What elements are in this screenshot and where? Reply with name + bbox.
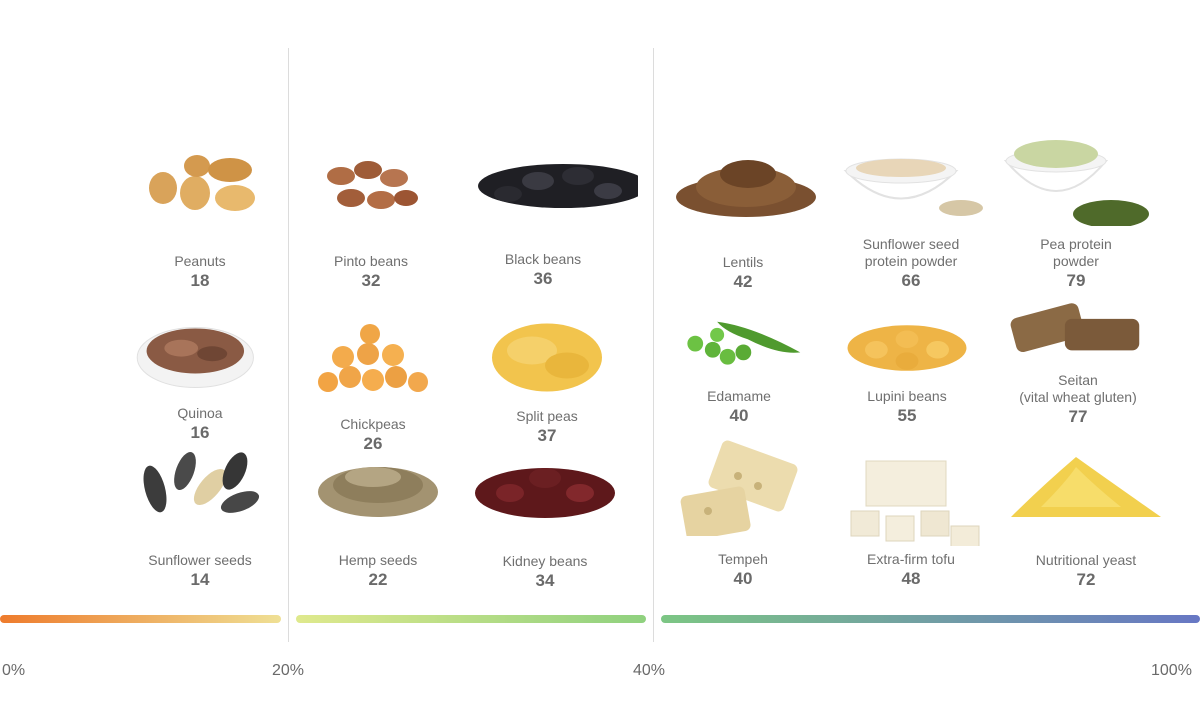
kidney-beans-icon	[475, 468, 615, 518]
food-name: Pea protein	[1040, 236, 1112, 252]
food-tempeh: Tempeh 40	[668, 440, 818, 589]
seitan-icon	[1010, 303, 1140, 353]
food-value: 66	[901, 271, 921, 290]
split-peas-icon	[492, 323, 602, 392]
food-name: Lentils	[722, 254, 764, 270]
pinto-beans-icon	[327, 161, 418, 209]
food-peanuts: Peanuts 18	[125, 155, 275, 291]
food-name: Nutritional yeast	[1035, 552, 1137, 568]
food-black-beans: Black beans 36	[468, 164, 638, 289]
food-pinto-beans: Pinto beans 32	[296, 161, 446, 291]
food-value: 55	[897, 406, 917, 425]
food-value: 26	[363, 434, 383, 453]
food-name-line2: protein powder	[864, 253, 958, 269]
food-quinoa: Quinoa 16	[125, 327, 275, 443]
food-sunflower-protein-powder: Sunflower seed protein powder 66	[836, 158, 986, 291]
food-name: Peanuts	[174, 253, 226, 269]
food-value: 77	[1068, 407, 1088, 426]
tofu-icon	[850, 460, 980, 546]
food-value: 34	[535, 571, 555, 590]
food-name: Seitan	[1058, 372, 1098, 388]
food-lupini-beans: Lupini beans 55	[832, 325, 982, 426]
food-name-line2: (vital wheat gluten)	[1019, 389, 1137, 405]
food-split-peas: Split peas 37	[472, 323, 622, 446]
food-chickpeas: Chickpeas 26	[298, 324, 448, 454]
food-value: 42	[733, 272, 753, 291]
food-value: 14	[190, 570, 210, 589]
food-pea-protein-powder: Pea protein powder 79	[1001, 140, 1151, 291]
scale-bar-0-20	[0, 615, 281, 623]
food-name: Edamame	[707, 388, 771, 404]
food-value: 18	[190, 271, 210, 290]
food-value: 32	[361, 271, 381, 290]
food-value: 40	[729, 406, 749, 425]
food-name: Sunflower seed	[862, 236, 960, 252]
food-name: Kidney beans	[502, 553, 588, 569]
black-beans-icon	[478, 164, 638, 208]
food-hemp-seeds: Hemp seeds 22	[303, 467, 453, 590]
hemp-seeds-icon	[318, 467, 438, 517]
edamame-icon	[687, 321, 801, 365]
food-value: 16	[190, 423, 210, 442]
food-value: 48	[901, 569, 921, 588]
food-value: 36	[533, 269, 553, 288]
scale-bar-20-40	[296, 615, 646, 623]
quinoa-icon	[136, 327, 254, 388]
food-lentils: Lentils 42	[668, 160, 818, 292]
scale-bar-40-100	[661, 615, 1200, 623]
chickpeas-icon	[318, 324, 428, 392]
protein-powder-icon	[843, 158, 983, 216]
food-name-line2: powder	[1053, 253, 1099, 269]
food-sunflower-seeds: Sunflower seeds 14	[125, 451, 275, 590]
nutritional-yeast-icon	[1011, 457, 1161, 517]
food-name: Pinto beans	[334, 253, 408, 269]
food-name: Chickpeas	[340, 416, 406, 432]
tick-label-0: 0%	[2, 662, 26, 679]
food-kidney-beans: Kidney beans 34	[470, 468, 620, 591]
food-value: 72	[1076, 570, 1096, 589]
tick-label-40: 40%	[633, 662, 666, 679]
peanuts-icon	[149, 155, 255, 211]
food-value: 79	[1066, 271, 1086, 290]
food-name: Black beans	[504, 251, 582, 267]
divider-40	[653, 48, 654, 642]
food-name: Hemp seeds	[338, 552, 418, 568]
food-value: 22	[368, 570, 388, 589]
food-nutritional-yeast: Nutritional yeast 72	[1011, 457, 1161, 590]
lentils-icon	[676, 160, 816, 217]
tempeh-icon	[680, 440, 798, 536]
sunflower-seeds-icon	[143, 451, 260, 513]
food-edamame: Edamame 40	[664, 321, 814, 426]
divider-20	[288, 48, 289, 642]
food-extra-firm-tofu: Extra-firm tofu 48	[836, 460, 986, 589]
food-seitan: Seitan (vital wheat gluten) 77	[1003, 303, 1153, 427]
food-name: Sunflower seeds	[148, 552, 252, 568]
food-name: Tempeh	[718, 551, 768, 567]
lupini-beans-icon	[847, 325, 967, 371]
food-name: Split peas	[516, 408, 578, 424]
pea-protein-icon	[1003, 140, 1149, 226]
food-name: Lupini beans	[867, 388, 947, 404]
food-name: Extra-firm tofu	[867, 551, 955, 567]
food-value: 37	[537, 426, 557, 445]
tick-label-20: 20%	[272, 662, 305, 679]
food-value: 40	[733, 569, 753, 588]
tick-label-100: 100%	[1151, 662, 1192, 679]
food-name: Quinoa	[177, 405, 223, 421]
